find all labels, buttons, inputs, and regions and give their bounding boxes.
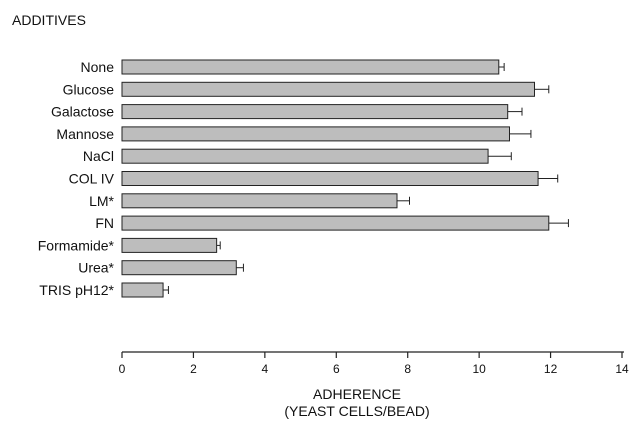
bar-none [121, 59, 500, 75]
error-bar-formamide [216, 241, 221, 250]
category-label-galactose: Galactose [51, 104, 114, 120]
bar-mannose [121, 126, 510, 142]
error-bar-lm [397, 196, 410, 205]
error-bar-urea [236, 263, 244, 272]
category-label-none: None [81, 59, 115, 75]
error-bar-col-iv [538, 174, 559, 183]
error-bar-galactose [507, 107, 523, 116]
bar-formamide [121, 237, 218, 253]
category-label-fn: FN [95, 215, 114, 231]
category-label-nacl: NaCl [83, 148, 114, 164]
error-bar-nacl [488, 152, 512, 161]
bar-urea [121, 260, 237, 276]
bar-nacl [121, 148, 489, 164]
x-tick-label-12: 12 [544, 362, 558, 376]
category-label-tris-ph12: TRIS pH12* [39, 282, 114, 298]
x-tick-label-2: 2 [190, 362, 197, 376]
x-axis-title: ADHERENCE [313, 386, 401, 402]
bar-lm [121, 193, 398, 209]
error-bar-tris-ph12 [163, 286, 169, 294]
category-label-glucose: Glucose [63, 81, 115, 97]
error-bar-fn [548, 219, 569, 228]
additives-header: ADDITIVES [12, 12, 86, 28]
x-tick-label-4: 4 [262, 362, 269, 376]
bar-col-iv [121, 171, 539, 186]
x-tick-label-6: 6 [333, 362, 340, 376]
category-label-lm: LM* [89, 193, 114, 209]
error-bar-mannose [509, 129, 532, 138]
error-bar-none [498, 63, 505, 71]
bar-tris-ph12 [121, 282, 164, 298]
x-tick-label-8: 8 [404, 362, 411, 376]
category-label-formamide: Formamide* [38, 237, 115, 253]
bar-galactose [121, 104, 509, 120]
category-label-col-iv: COL IV [69, 171, 115, 187]
category-label-urea: Urea* [78, 260, 114, 276]
x-axis-subtitle: (YEAST CELLS/BEAD) [284, 403, 429, 419]
x-tick-label-10: 10 [472, 362, 486, 376]
bar-fn [121, 215, 550, 231]
bar-glucose [121, 81, 535, 97]
category-label-mannose: Mannose [56, 126, 114, 142]
x-tick-label-14: 14 [615, 362, 629, 376]
x-tick-label-0: 0 [119, 362, 126, 376]
error-bar-glucose [534, 85, 550, 94]
